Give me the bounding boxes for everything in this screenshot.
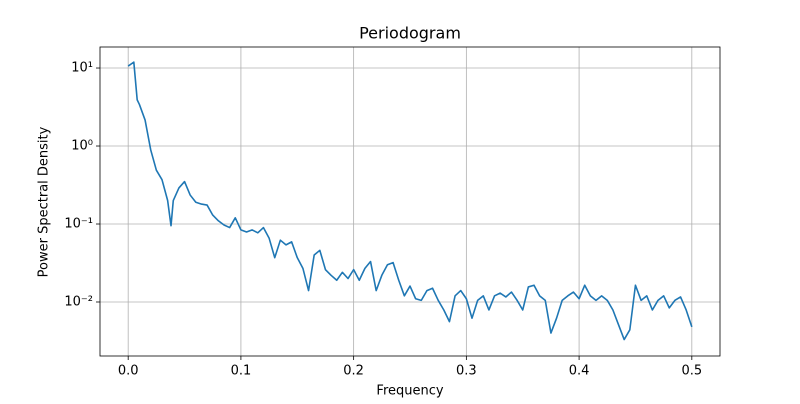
y-tick-label: 10⁻¹ xyxy=(64,217,93,232)
x-tick-label: 0.4 xyxy=(569,364,590,379)
y-tick-label: 10¹ xyxy=(71,61,93,76)
x-tick-label: 0.5 xyxy=(681,364,702,379)
y-tick-label: 10⁻² xyxy=(64,294,93,309)
data-line xyxy=(127,61,693,341)
y-tick-label: 10⁰ xyxy=(71,139,93,154)
chart-title: Periodogram xyxy=(359,24,461,43)
x-tick-label: 0.1 xyxy=(231,364,252,379)
x-tick-label: 0.2 xyxy=(343,364,364,379)
x-axis-label: Frequency xyxy=(376,384,443,399)
x-tick-label: 0.3 xyxy=(456,364,477,379)
x-tick-label: 0.0 xyxy=(118,364,139,379)
y-axis-label: Power Spectral Density xyxy=(37,126,52,277)
axes-frame xyxy=(99,46,721,357)
